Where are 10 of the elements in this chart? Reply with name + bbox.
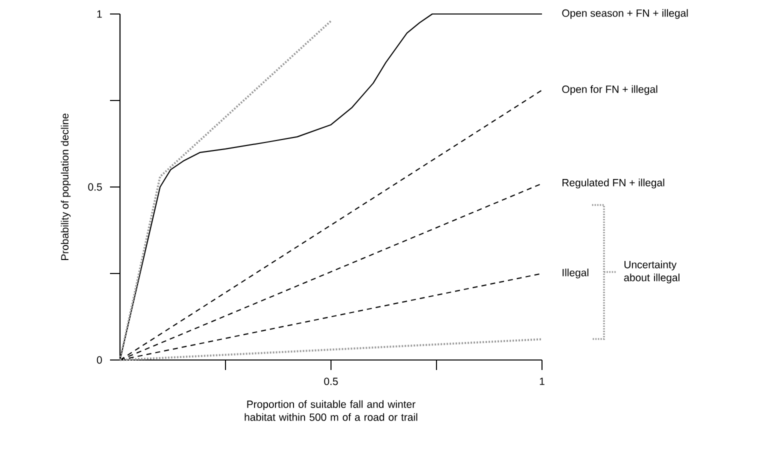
x-axis-title: Proportion of suitable fall and winter habitat within 500 m of a road or trail: [244, 400, 418, 421]
y-axis-title: Probability of population decline: [60, 114, 71, 260]
series-label: Open for FN + illegal: [562, 85, 658, 95]
y-tick-label: 1: [97, 10, 102, 18]
series-label: Open season + FN + illegal: [562, 9, 688, 19]
series-label: Regulated FN + illegal: [562, 178, 664, 188]
text: Uncertainty about illegal: [624, 260, 680, 284]
y-tick-label: 0.5: [88, 183, 102, 191]
y-tick-label: 0: [96, 356, 102, 364]
series-label: Illegal: [562, 268, 588, 278]
